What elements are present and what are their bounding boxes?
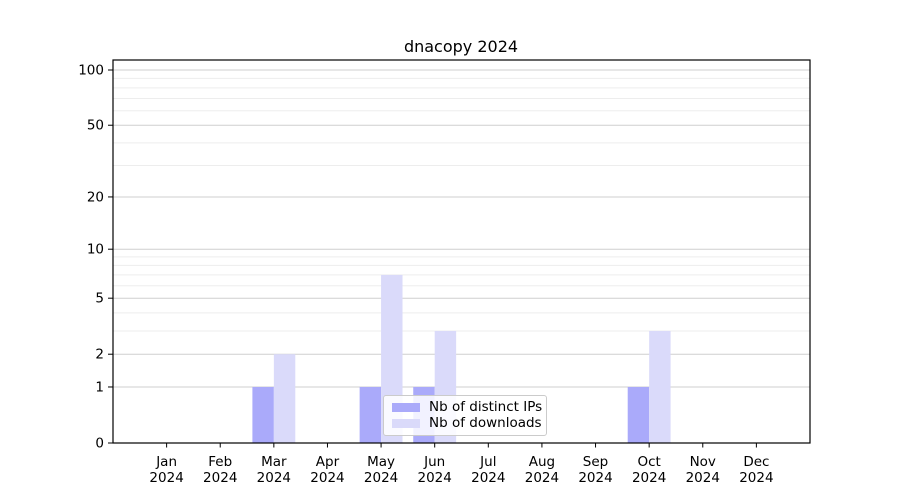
y-tick-label: 10	[87, 242, 104, 258]
x-tick-label-year: 2024	[149, 470, 183, 486]
x-tick-label-month: Sep	[583, 454, 608, 470]
x-tick-label-month: Nov	[690, 454, 716, 470]
x-tick-label-month: May	[367, 454, 395, 470]
plot-frame	[112, 59, 811, 444]
x-tick-label-year: 2024	[257, 470, 291, 486]
x-tick-label-month: Apr	[316, 454, 340, 470]
x-tick-label-year: 2024	[739, 470, 773, 486]
x-tick-label-month: Mar	[261, 454, 287, 470]
legend: Nb of distinct IPs Nb of downloads	[383, 395, 547, 436]
x-tick-label-month: Aug	[529, 454, 555, 470]
chart-title: dnacopy 2024	[404, 37, 518, 56]
legend-swatch-downloads-icon	[392, 419, 420, 429]
x-tick-label-month: Jan	[155, 454, 177, 470]
x-tick-label-year: 2024	[364, 470, 398, 486]
x-tick-label-year: 2024	[632, 470, 666, 486]
x-tick-label-month: Dec	[743, 454, 769, 470]
bar-downloads	[649, 330, 671, 443]
y-tick-label: 1	[95, 379, 104, 395]
x-tick-label-year: 2024	[525, 470, 559, 486]
bar-distinct-ips	[359, 386, 382, 443]
x-tick-label-month: Feb	[208, 454, 232, 470]
x-tick-label-year: 2024	[686, 470, 720, 486]
bar-distinct-ips	[252, 386, 274, 443]
y-tick-label: 5	[95, 291, 104, 307]
legend-label-distinct-ips: Nb of distinct IPs	[429, 398, 543, 415]
x-tick-label-month: Jul	[479, 454, 496, 470]
y-tick-label: 100	[78, 63, 104, 79]
y-tick-label: 0	[95, 436, 104, 452]
legend-item-downloads: Nb of downloads	[392, 416, 542, 431]
legend-swatch-distinct-ips-icon	[392, 402, 420, 412]
x-tick-label-month: Oct	[637, 454, 660, 470]
y-tick-label: 50	[87, 118, 104, 134]
legend-label-downloads: Nb of downloads	[429, 414, 542, 431]
x-tick-label-year: 2024	[310, 470, 344, 486]
x-tick-label-year: 2024	[471, 470, 505, 486]
bar-downloads	[273, 354, 296, 443]
x-tick-label-year: 2024	[203, 470, 237, 486]
y-tick-label: 20	[87, 189, 104, 205]
y-tick-label: 2	[95, 347, 104, 363]
x-tick-label-year: 2024	[578, 470, 612, 486]
legend-item-distinct-ips: Nb of distinct IPs	[392, 400, 542, 415]
x-tick-label-year: 2024	[418, 470, 452, 486]
bar-distinct-ips	[627, 386, 650, 443]
x-tick-label-month: Jun	[423, 454, 445, 470]
